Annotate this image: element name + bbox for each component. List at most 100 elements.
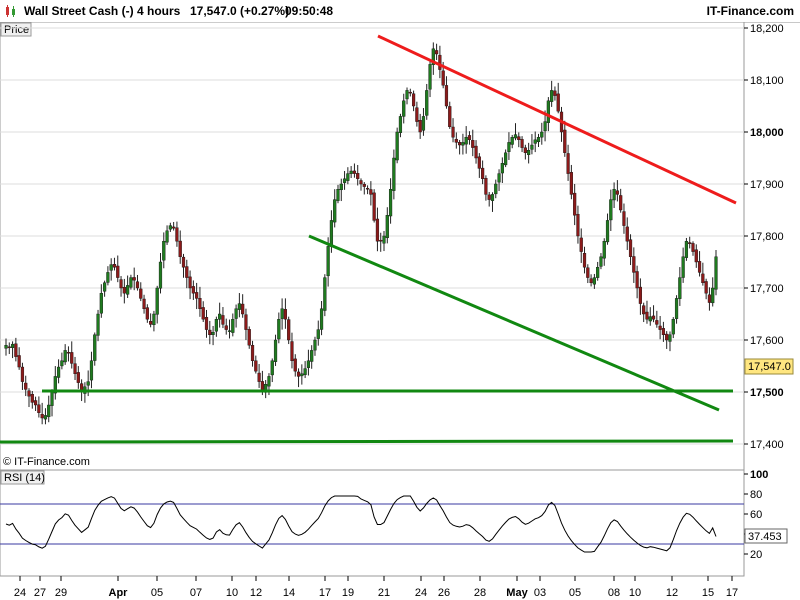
candle-body <box>109 264 113 271</box>
candle-body <box>181 256 186 268</box>
time-tick-label: Apr <box>109 587 129 599</box>
candle-body <box>540 131 544 138</box>
candle-body <box>139 288 143 299</box>
rsi-axis: 20406080100 <box>744 469 768 561</box>
candle-body <box>359 180 363 185</box>
candle-body <box>405 90 409 100</box>
candle-body <box>500 162 504 174</box>
candle-body <box>158 261 163 289</box>
candle-body <box>339 183 343 191</box>
candle-body <box>47 404 51 418</box>
candle-body <box>684 240 689 258</box>
candle-body <box>681 256 685 278</box>
candle-body <box>224 325 228 330</box>
candle-body <box>523 147 527 153</box>
candle-body <box>691 243 695 252</box>
candle-body <box>563 129 567 153</box>
time-tick-label: 26 <box>438 587 450 599</box>
price-chart[interactable]: Price 17,400 17,500 17,600 17,700 17,800 17,9… <box>0 22 800 600</box>
rsi-line <box>5 495 717 553</box>
rsi-tick-label: 80 <box>750 489 762 501</box>
candle-body <box>461 142 465 146</box>
candle-body <box>402 100 406 117</box>
candle-body <box>149 321 153 325</box>
timeframe[interactable]: 4 hours <box>137 4 181 18</box>
candle-body <box>27 390 31 397</box>
price-axis: 17,400 17,500 17,600 17,700 17,800 17,900 18,0… <box>744 23 784 451</box>
candle-body <box>333 199 337 223</box>
candle-body <box>142 298 146 310</box>
price-tick-label: 18,000 <box>750 127 784 139</box>
candle-body <box>191 286 195 294</box>
candle-body <box>221 315 225 325</box>
candle-body <box>99 293 103 314</box>
candle-body <box>586 267 590 278</box>
candle-body <box>467 135 472 141</box>
candle-body <box>674 298 679 319</box>
candle-body <box>362 183 366 187</box>
candle-body <box>313 339 317 351</box>
candle-body <box>481 167 485 179</box>
candle-body <box>454 138 458 143</box>
brand-name: IT-Finance.com <box>706 4 794 18</box>
candle-body <box>510 136 514 145</box>
candle-body <box>112 264 117 268</box>
candle-body <box>701 273 705 284</box>
time-tick-label: 07 <box>190 587 202 599</box>
candle-body <box>122 286 126 294</box>
candle-body <box>458 141 462 146</box>
candle-body <box>50 391 54 406</box>
candle-body <box>89 360 94 381</box>
candle-body <box>336 188 340 201</box>
candle-body <box>517 136 521 141</box>
candle-body <box>365 188 370 190</box>
candle-body <box>63 350 67 363</box>
candle-body <box>704 281 708 294</box>
candle-body <box>4 345 8 349</box>
candle-body <box>487 194 491 200</box>
candle-body <box>70 352 74 364</box>
time-tick-label: 10 <box>226 587 238 599</box>
candle-body <box>257 372 261 382</box>
price-gridlines <box>0 27 744 445</box>
candle-body <box>40 413 44 419</box>
rsi-panel-label: RSI (14) <box>4 472 45 484</box>
candle-body <box>185 266 189 278</box>
candle-body <box>237 303 241 310</box>
current-rsi-tag: 37.453 <box>744 528 788 544</box>
candle-body <box>425 90 429 116</box>
candle-body <box>648 316 652 322</box>
candle-body <box>609 199 613 221</box>
candle-body <box>198 298 202 309</box>
time-tick-label: 27 <box>34 587 46 599</box>
candle-body <box>103 282 107 292</box>
candle-body <box>632 256 636 273</box>
candle-body <box>195 292 199 299</box>
candle-body <box>602 240 606 259</box>
candle-body <box>711 287 715 304</box>
price-tick-label: 17,500 <box>750 387 784 399</box>
time-axis: 24 27 29 Apr 05 07 10 12 14 17 19 21 24 26 28 May 03 05 08… <box>14 576 738 599</box>
candle-body <box>293 358 297 372</box>
candle-body <box>642 305 646 315</box>
candle-body <box>569 172 573 195</box>
time-tick-label: 29 <box>55 587 67 599</box>
candle-body <box>43 415 48 420</box>
candle-body <box>543 121 547 132</box>
candle-body <box>231 319 235 333</box>
candle-body <box>267 376 271 387</box>
candle-body <box>244 314 248 330</box>
candle-body <box>408 91 412 94</box>
candlestick-icon <box>6 5 15 17</box>
price-tick-label: 18,100 <box>750 75 784 87</box>
candles <box>4 42 718 425</box>
price-panel-label: Price <box>4 24 29 36</box>
candle-body <box>398 116 403 133</box>
candle-body <box>612 188 616 201</box>
candle-body <box>106 272 110 283</box>
candle-body <box>96 313 100 336</box>
candle-body <box>382 235 386 244</box>
candle-body <box>421 116 426 131</box>
candle-body <box>326 246 330 277</box>
candle-body <box>14 343 18 357</box>
